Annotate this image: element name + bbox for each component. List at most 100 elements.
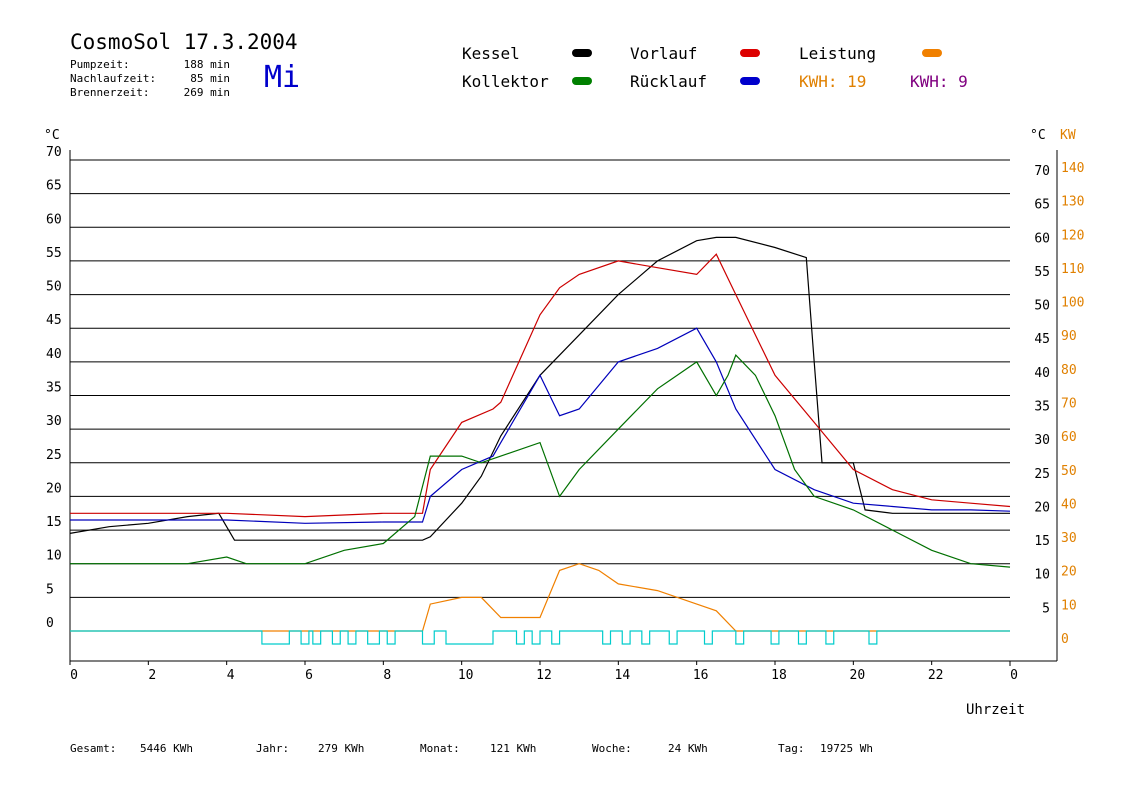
y-tick-label-right-power: 40: [1061, 497, 1077, 512]
y-axis-label-right-power: KW: [1060, 128, 1076, 143]
x-tick-label: 14: [615, 668, 631, 683]
series-line-vorlauf: [70, 253, 1011, 518]
x-tick-label: 0: [70, 668, 78, 683]
footer-tag-value: 19725 Wh: [820, 742, 873, 755]
series-lines: [69, 236, 1011, 645]
y-tick-label-right-temp: 35: [1034, 400, 1050, 415]
legend: Kessel Vorlauf Leistung Kollektor Rückla…: [0, 0, 1148, 110]
y-tick-label-left: 30: [46, 414, 62, 429]
footer-jahr-value: 279 KWh: [318, 742, 365, 755]
x-tick-label: 18: [771, 668, 787, 683]
series-line-kollektor: [70, 354, 1011, 568]
legend-swatch-leistung: [922, 49, 942, 57]
legend-swatch-kessel: [572, 49, 592, 57]
y-tick-label-right-power: 60: [1061, 430, 1077, 445]
y-tick-label-right-temp: 70: [1034, 164, 1050, 179]
y-tick-label-right-temp: 50: [1034, 299, 1050, 314]
y-tick-label-left: 5: [46, 582, 54, 597]
y-tick-label-right-temp: 60: [1034, 231, 1050, 246]
x-tick-label: 8: [383, 668, 391, 683]
y-tick-label-right-temp: 25: [1034, 467, 1050, 482]
y-tick-label-left: 60: [46, 212, 62, 227]
y-tick-label-left: 10: [46, 549, 62, 564]
stat-value: 85 min: [190, 72, 230, 85]
y-tick-label-right-temp: 30: [1034, 433, 1050, 448]
y-tick-label-right-power: 70: [1061, 397, 1077, 412]
y-axis-label-left: °C: [44, 128, 60, 143]
x-tick-label: 10: [458, 668, 474, 683]
stat-label: Brennerzeit:: [70, 86, 150, 99]
y-tick-label-left: 70: [46, 145, 62, 160]
series-line-kessel: [69, 236, 1010, 541]
axes: [69, 150, 1058, 666]
x-tick-label: 16: [693, 668, 709, 683]
header-stats: Pumpzeit: 188 min Nachlaufzeit: 85 min B…: [70, 58, 230, 100]
x-tick-label: 22: [928, 668, 944, 683]
y-tick-label-left: 55: [46, 246, 62, 261]
stat-label: Pumpzeit:: [70, 58, 130, 71]
stat-nachlaufzeit: Nachlaufzeit: 85 min: [70, 72, 230, 86]
series-line-leistung: [70, 563, 1010, 632]
stat-pumpzeit: Pumpzeit: 188 min: [70, 58, 230, 72]
y-tick-label-right-power: 10: [1061, 598, 1077, 613]
legend-swatch-ruecklauf: [740, 77, 760, 85]
x-tick-label: 4: [227, 668, 235, 683]
y-axis-label-right-temp: °C: [1030, 128, 1046, 143]
y-tick-label-left: 25: [46, 448, 62, 463]
grid: [70, 159, 1010, 598]
legend-swatch-vorlauf: [740, 49, 760, 57]
x-tick-label: 2: [148, 668, 156, 683]
y-tick-label-right-power: 130: [1061, 195, 1084, 210]
x-tick-label: 0: [1010, 668, 1018, 683]
y-tick-label-right-temp: 5: [1042, 601, 1050, 616]
footer-woche-value: 24 KWh: [668, 742, 708, 755]
y-tick-label-right-power: 140: [1061, 161, 1084, 176]
y-tick-label-right-power: 0: [1061, 632, 1069, 647]
footer-jahr-label: Jahr:: [256, 742, 290, 755]
y-tick-label-left: 45: [46, 313, 62, 328]
kwh-purple: KWH: 9: [910, 72, 968, 91]
y-tick-label-right-power: 30: [1061, 531, 1077, 546]
footer-tag-label: Tag:: [778, 742, 805, 755]
y-tick-label-right-temp: 40: [1034, 366, 1050, 381]
y-tick-label-right-temp: 10: [1034, 568, 1050, 583]
footer-monat-value: 121 KWh: [490, 742, 537, 755]
x-tick-label: 20: [850, 668, 866, 683]
y-tick-label-right-power: 90: [1061, 329, 1077, 344]
footer: Gesamt: 5446 KWh Jahr: 279 KWh Monat: 12…: [0, 742, 1148, 762]
header-title: CosmoSol 17.3.2004: [70, 30, 298, 54]
legend-label-kollektor: Kollektor: [462, 72, 549, 91]
stat-value: 188 min: [183, 58, 230, 71]
stat-value: 269 min: [183, 86, 230, 99]
y-tick-label-left: 40: [46, 347, 62, 362]
y-tick-label-right-power: 80: [1061, 363, 1077, 378]
series-line-rcklauf: [70, 327, 1011, 524]
x-axis-label: Uhrzeit: [966, 702, 1025, 718]
legend-label-kessel: Kessel: [462, 44, 520, 63]
y-tick-label-left: 50: [46, 280, 62, 295]
stat-brennerzeit: Brennerzeit: 269 min: [70, 86, 230, 100]
y-tick-label-right-power: 110: [1061, 262, 1084, 277]
legend-label-ruecklauf: Rücklauf: [630, 72, 708, 91]
y-tick-label-right-temp: 45: [1034, 332, 1050, 347]
series-line-pumpe: [70, 630, 1010, 645]
x-tick-label: 6: [305, 668, 313, 683]
y-tick-label-right-temp: 20: [1034, 500, 1050, 515]
y-tick-label-left: 20: [46, 481, 62, 496]
y-tick-label-right-temp: 15: [1034, 534, 1050, 549]
footer-monat-label: Monat:: [420, 742, 460, 755]
y-tick-label-left: 35: [46, 381, 62, 396]
y-tick-label-right-power: 20: [1061, 565, 1077, 580]
y-tick-label-right-temp: 55: [1034, 265, 1050, 280]
footer-gesamt-value: 5446 KWh: [140, 742, 193, 755]
y-tick-label-right-power: 120: [1061, 228, 1084, 243]
kwh-orange: KWH: 19: [799, 72, 867, 91]
legend-label-leistung: Leistung: [799, 44, 877, 63]
y-tick-label-left: 0: [46, 616, 54, 631]
y-tick-label-right-power: 50: [1061, 464, 1077, 479]
legend-swatch-kollektor: [572, 77, 592, 85]
x-tick-label: 12: [536, 668, 552, 683]
legend-label-vorlauf: Vorlauf: [630, 44, 698, 63]
footer-woche-label: Woche:: [592, 742, 632, 755]
